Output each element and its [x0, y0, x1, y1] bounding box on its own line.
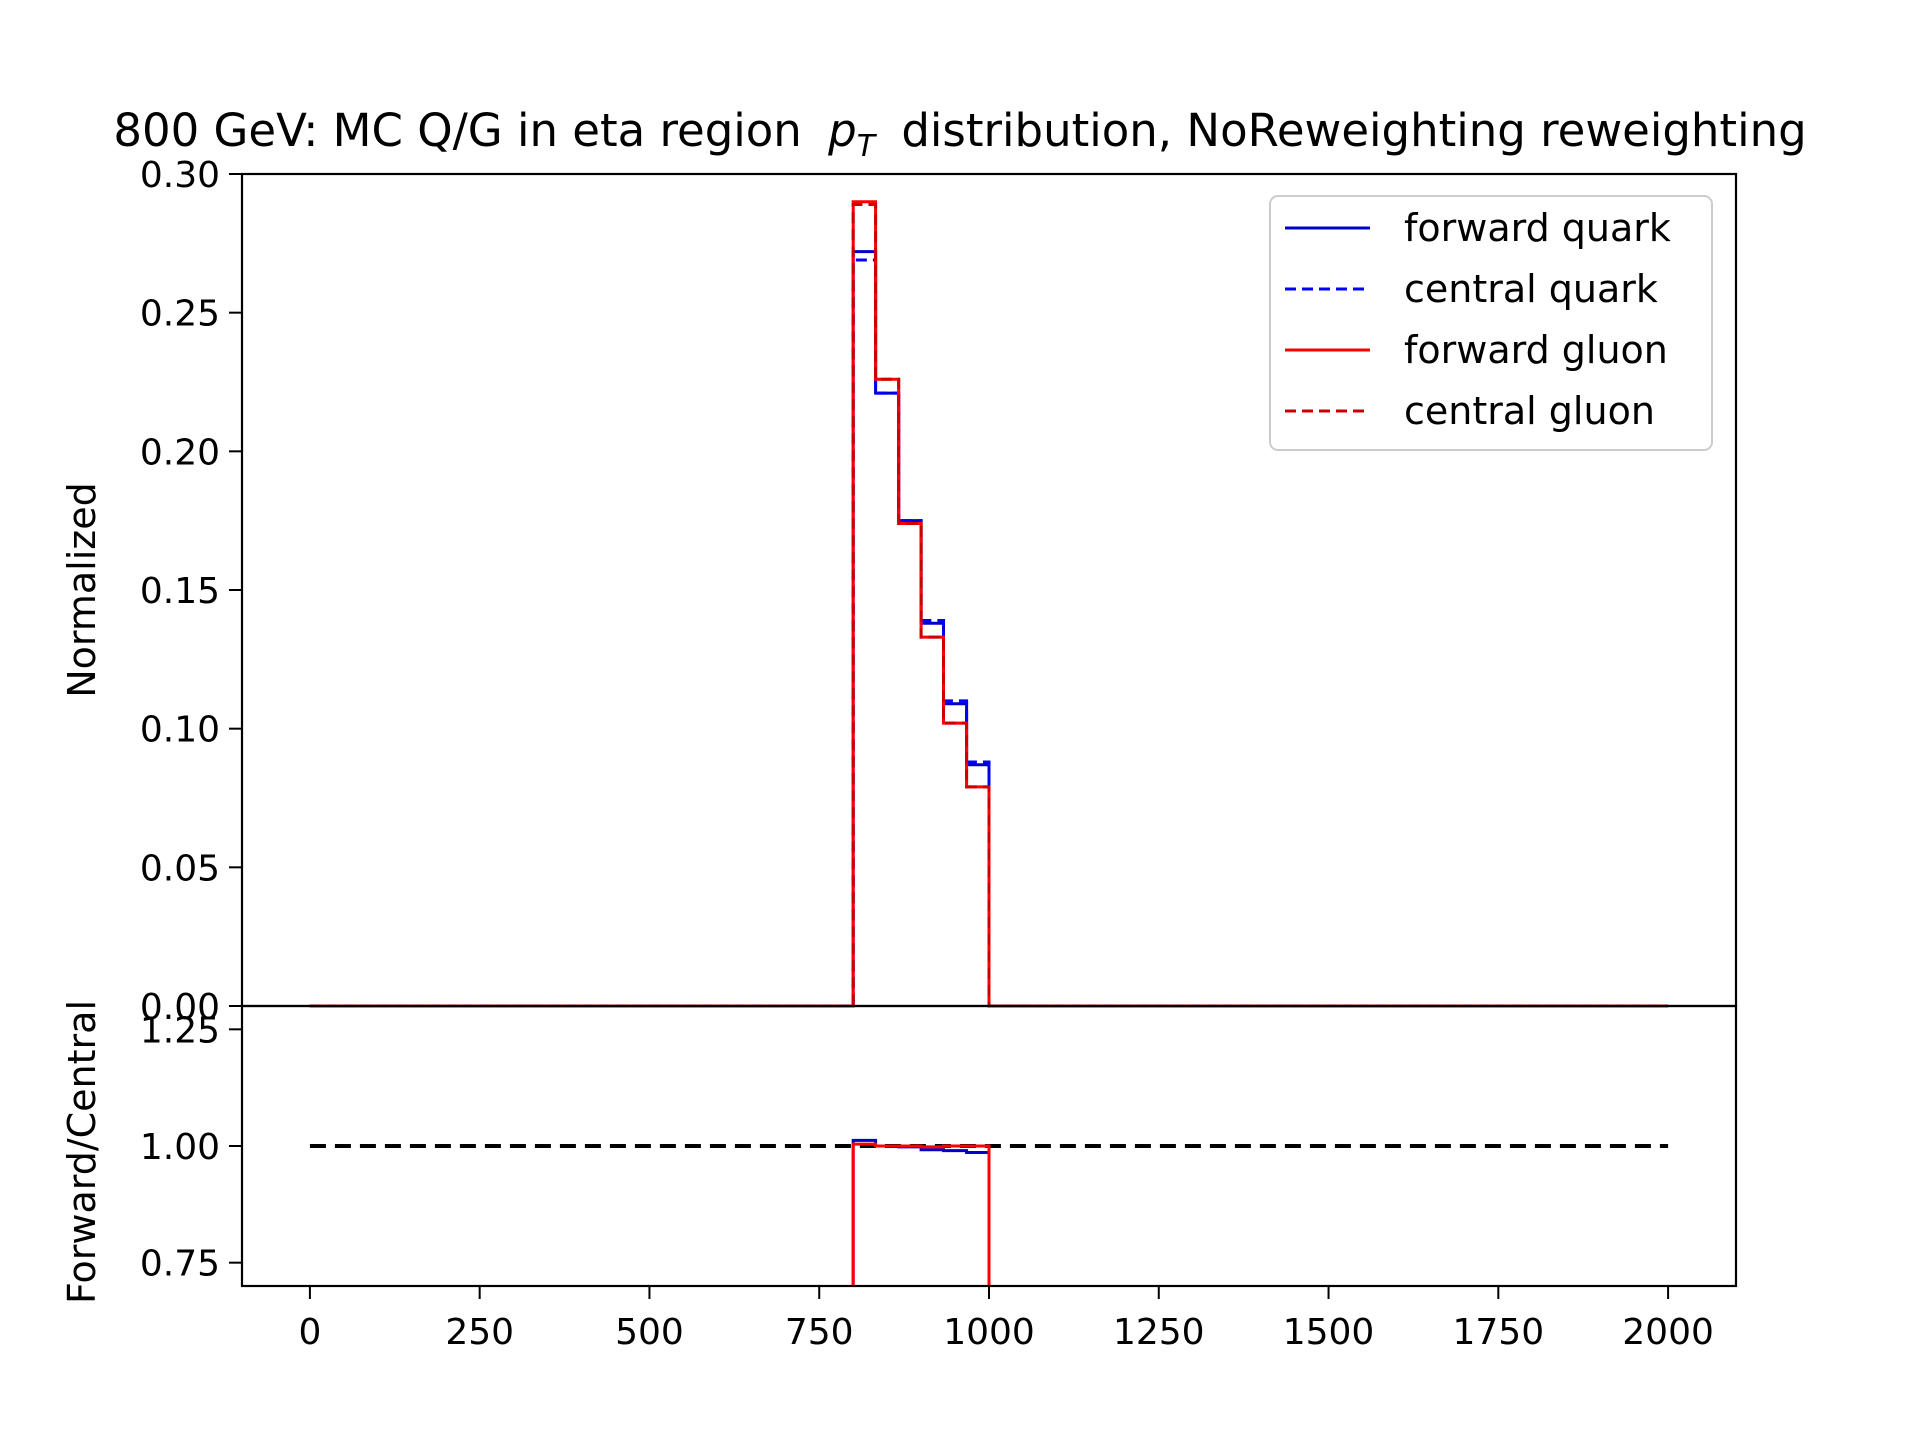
main-y-tick-label: 0.20 [140, 432, 220, 473]
legend-label-central-gluon: central gluon [1404, 389, 1655, 433]
x-tick-label: 750 [785, 1312, 854, 1353]
legend-label-forward-gluon: forward gluon [1404, 328, 1668, 372]
title-subscript: T [857, 129, 878, 164]
legend-box [1269, 195, 1713, 451]
title-suffix: distribution, NoReweighting reweighting [901, 104, 1806, 157]
title-symbol: p [827, 104, 857, 157]
main-y-tick-label: 0.00 [140, 987, 220, 1028]
ratio-y-axis-ticks: 0.75 1.00 1.25 [140, 1010, 242, 1285]
ratio-y-tick-label: 0.75 [140, 1244, 220, 1285]
x-tick-label: 1250 [1113, 1312, 1205, 1353]
x-tick-label: 0 [298, 1312, 321, 1353]
chart-title: 800 GeV: MC Q/G in eta region pT distrib… [113, 104, 1806, 167]
ratio-y-tick-label: 1.00 [140, 1127, 220, 1168]
legend: forward quark central quark forward gluo… [1269, 195, 1713, 451]
main-y-axis-ticks: 0.00 0.05 0.10 0.15 0.20 0.25 0.30 [140, 155, 242, 1028]
ratio-y-axis-label: Forward/Central [60, 1000, 104, 1304]
ratio-series-group [309, 1138, 1669, 1286]
ratio-plot-frame [240, 1004, 1738, 1288]
x-tick-label: 1750 [1453, 1312, 1545, 1353]
x-tick-label: 250 [445, 1312, 514, 1353]
legend-label-forward-quark: forward quark [1404, 206, 1671, 250]
main-y-tick-label: 0.25 [140, 294, 220, 335]
main-y-tick-label: 0.10 [140, 710, 220, 751]
x-tick-label: 1000 [943, 1312, 1035, 1353]
ratio-panel: 0.75 1.00 1.25 0 250 500 750 1000 1250 1500 1750 2… [60, 1000, 1738, 1353]
main-y-tick-label: 0.05 [140, 848, 220, 889]
ratio-y-tick-label: 1.25 [140, 1010, 220, 1051]
title-main: 800 GeV: MC Q/G in eta region [113, 104, 802, 157]
x-tick-label: 2000 [1622, 1312, 1714, 1353]
x-tick-label: 500 [615, 1312, 684, 1353]
legend-label-central-quark: central quark [1404, 267, 1658, 311]
x-axis-ticks: 0 250 500 750 1000 1250 1500 1750 2000 [298, 1286, 1714, 1353]
ratio-gluon-line [851, 1142, 991, 1286]
main-y-tick-label: 0.30 [140, 155, 220, 196]
main-y-tick-label: 0.15 [140, 571, 220, 612]
x-tick-label: 1500 [1283, 1312, 1375, 1353]
main-y-axis-label: Normalized [60, 482, 104, 698]
